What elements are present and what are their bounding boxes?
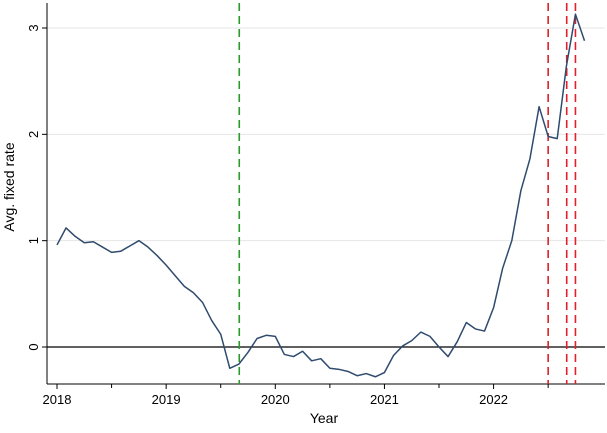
x-tick-label: 2020 [261,392,290,407]
x-tick-label: 2021 [370,392,399,407]
y-tick-label: 3 [26,24,41,31]
x-tick-label: 2019 [152,392,181,407]
series-line-1 [56,13,586,378]
x-tick-label: 2018 [43,392,72,407]
x-tick-label: 2022 [479,392,508,407]
y-tick-label: 2 [26,131,41,138]
reference-lines [47,3,605,384]
series-layer [56,13,586,378]
y-axis-title: Avg. fixed rate [1,142,17,231]
tick-labels: 0 1 2 3 2018 2019 2020 2021 2022 [26,24,508,407]
axes [42,3,605,389]
x-axis-title: Year [310,410,339,426]
y-tick-label: 1 [26,237,41,244]
y-tick-label: 0 [26,343,41,350]
